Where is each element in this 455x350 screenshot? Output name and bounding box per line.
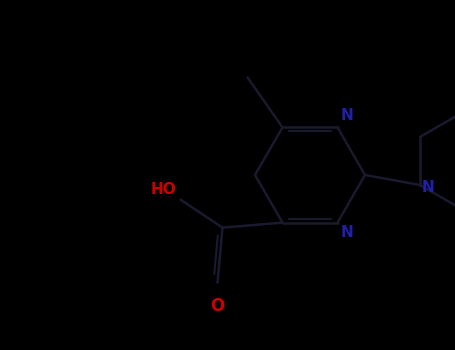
Text: N: N <box>340 225 353 240</box>
Text: N: N <box>340 108 353 123</box>
Text: N: N <box>422 180 435 195</box>
Text: HO: HO <box>151 182 177 197</box>
Text: O: O <box>210 297 225 315</box>
